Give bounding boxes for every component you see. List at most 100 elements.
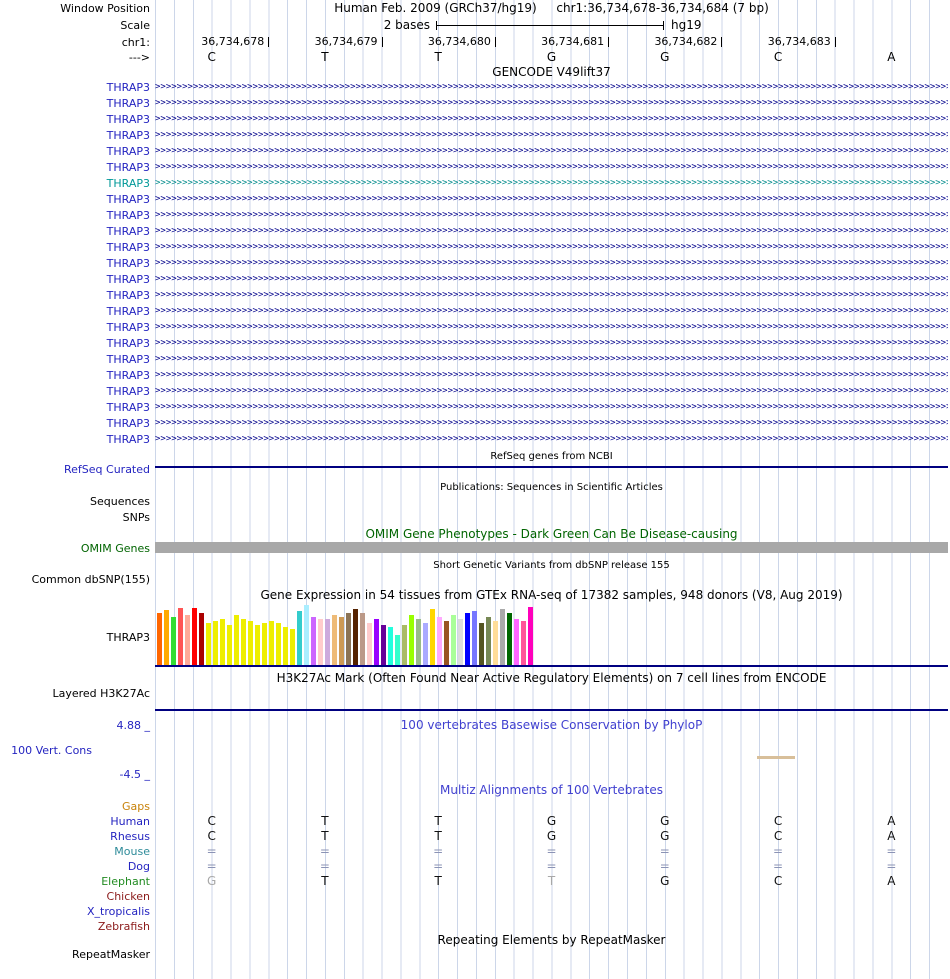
gtex-bar[interactable] [430,609,435,665]
gene-transcript[interactable]: >>>>>>>>>>>>>>>>>>>>>>>>>>>>>>>>>>>>>>>>… [155,162,948,172]
gtex-bar[interactable] [164,610,169,665]
gtex-bar[interactable] [255,625,260,665]
gtex-bar[interactable] [528,607,533,665]
gene-transcript[interactable]: >>>>>>>>>>>>>>>>>>>>>>>>>>>>>>>>>>>>>>>>… [155,274,948,284]
gtex-bar[interactable] [332,615,337,665]
gtex-bar[interactable] [248,621,253,665]
gtex-bar[interactable] [500,609,505,665]
gene-transcript[interactable]: >>>>>>>>>>>>>>>>>>>>>>>>>>>>>>>>>>>>>>>>… [155,290,948,300]
gtex-bar[interactable] [171,617,176,665]
gtex-bar[interactable] [269,621,274,665]
refseq-curated-item[interactable] [155,466,948,468]
gene-label[interactable]: THRAP3 [106,257,150,270]
gene-transcript[interactable]: >>>>>>>>>>>>>>>>>>>>>>>>>>>>>>>>>>>>>>>>… [155,82,948,92]
gtex-bar[interactable] [290,629,295,665]
gene-label[interactable]: THRAP3 [106,369,150,382]
gene-label[interactable]: THRAP3 [106,193,150,206]
gene-transcript[interactable]: >>>>>>>>>>>>>>>>>>>>>>>>>>>>>>>>>>>>>>>>… [155,338,948,348]
gtex-bar[interactable] [262,623,267,665]
gtex-bar[interactable] [493,621,498,665]
gtex-bar[interactable] [451,615,456,665]
gtex-bar[interactable] [479,623,484,665]
gtex-bar[interactable] [241,619,246,665]
gene-transcript[interactable]: >>>>>>>>>>>>>>>>>>>>>>>>>>>>>>>>>>>>>>>>… [155,370,948,380]
gene-label[interactable]: THRAP3 [106,97,150,110]
gtex-bar[interactable] [367,623,372,665]
gene-label[interactable]: THRAP3 [106,241,150,254]
gene-label[interactable]: THRAP3 [106,209,150,222]
gtex-bar[interactable] [472,611,477,665]
gtex-bar[interactable] [318,619,323,665]
track-label-common-dbsnp[interactable]: Common dbSNP(155) [31,573,150,586]
gene-label[interactable]: THRAP3 [106,305,150,318]
gene-label[interactable]: THRAP3 [106,321,150,334]
gtex-bar[interactable] [353,609,358,665]
gtex-bar[interactable] [521,621,526,665]
gtex-bar[interactable] [444,621,449,665]
track-label-repeatmasker[interactable]: RepeatMasker [72,948,150,961]
gtex-bar[interactable] [220,619,225,665]
gtex-bar[interactable] [234,615,239,665]
species-label[interactable]: X_tropicalis [86,905,150,918]
gene-label[interactable]: THRAP3 [106,161,150,174]
gtex-bar[interactable] [304,605,309,665]
gene-transcript[interactable]: >>>>>>>>>>>>>>>>>>>>>>>>>>>>>>>>>>>>>>>>… [155,402,948,412]
track-label-omim-genes[interactable]: OMIM Genes [80,542,150,555]
gtex-bar[interactable] [360,613,365,665]
gene-transcript[interactable]: >>>>>>>>>>>>>>>>>>>>>>>>>>>>>>>>>>>>>>>>… [155,130,948,140]
gene-transcript[interactable]: >>>>>>>>>>>>>>>>>>>>>>>>>>>>>>>>>>>>>>>>… [155,434,948,444]
gene-transcript[interactable]: >>>>>>>>>>>>>>>>>>>>>>>>>>>>>>>>>>>>>>>>… [155,322,948,332]
gene-transcript[interactable]: >>>>>>>>>>>>>>>>>>>>>>>>>>>>>>>>>>>>>>>>… [155,418,948,428]
gtex-bar[interactable] [325,619,330,665]
gene-transcript[interactable]: >>>>>>>>>>>>>>>>>>>>>>>>>>>>>>>>>>>>>>>>… [155,386,948,396]
gtex-bar[interactable] [395,635,400,665]
gene-label[interactable]: THRAP3 [106,433,150,446]
gene-label[interactable]: THRAP3 [106,289,150,302]
gtex-bar[interactable] [381,625,386,665]
gene-transcript[interactable]: >>>>>>>>>>>>>>>>>>>>>>>>>>>>>>>>>>>>>>>>… [155,194,948,204]
gene-label[interactable]: THRAP3 [106,129,150,142]
gtex-bar[interactable] [437,617,442,665]
gtex-bar[interactable] [402,625,407,665]
gtex-bar[interactable] [339,617,344,665]
gene-label[interactable]: THRAP3 [106,273,150,286]
gtex-bar[interactable] [311,617,316,665]
gtex-bar[interactable] [157,613,162,665]
gene-transcript[interactable]: >>>>>>>>>>>>>>>>>>>>>>>>>>>>>>>>>>>>>>>>… [155,226,948,236]
gtex-bar[interactable] [507,613,512,665]
gtex-bar[interactable] [423,623,428,665]
track-label-layered-h3k27ac[interactable]: Layered H3K27Ac [52,687,150,700]
gtex-bar[interactable] [388,627,393,665]
species-label[interactable]: Human [110,815,150,828]
species-label[interactable]: Chicken [106,890,150,903]
gtex-bar[interactable] [514,619,519,665]
gene-label[interactable]: THRAP3 [106,113,150,126]
species-label[interactable]: Rhesus [110,830,150,843]
gtex-bar[interactable] [192,608,197,665]
gene-transcript[interactable]: >>>>>>>>>>>>>>>>>>>>>>>>>>>>>>>>>>>>>>>>… [155,258,948,268]
species-label[interactable]: Gaps [122,800,150,813]
gene-label[interactable]: THRAP3 [106,145,150,158]
gene-label[interactable]: THRAP3 [106,417,150,430]
gene-label[interactable]: THRAP3 [106,401,150,414]
gtex-bar[interactable] [374,619,379,665]
species-label[interactable]: Zebrafish [97,920,150,933]
gene-transcript[interactable]: >>>>>>>>>>>>>>>>>>>>>>>>>>>>>>>>>>>>>>>>… [155,210,948,220]
track-label-gtex-thrap3[interactable]: THRAP3 [106,631,150,644]
gtex-bar[interactable] [297,611,302,665]
track-label-100-vert-cons[interactable]: 100 Vert. Cons [11,744,92,757]
gene-transcript[interactable]: >>>>>>>>>>>>>>>>>>>>>>>>>>>>>>>>>>>>>>>>… [155,114,948,124]
gene-transcript[interactable]: >>>>>>>>>>>>>>>>>>>>>>>>>>>>>>>>>>>>>>>>… [155,242,948,252]
gene-label[interactable]: THRAP3 [106,81,150,94]
gtex-bar[interactable] [465,613,470,665]
species-label[interactable]: Elephant [101,875,150,888]
gene-label[interactable]: THRAP3 [106,353,150,366]
gene-transcript[interactable]: >>>>>>>>>>>>>>>>>>>>>>>>>>>>>>>>>>>>>>>>… [155,98,948,108]
gtex-bar[interactable] [227,625,232,665]
gene-transcript[interactable]: >>>>>>>>>>>>>>>>>>>>>>>>>>>>>>>>>>>>>>>>… [155,354,948,364]
species-label[interactable]: Dog [127,860,150,873]
track-label-snps[interactable]: SNPs [122,511,150,524]
gtex-bar[interactable] [416,619,421,665]
gtex-bar[interactable] [199,613,204,665]
gene-transcript[interactable]: >>>>>>>>>>>>>>>>>>>>>>>>>>>>>>>>>>>>>>>>… [155,178,948,188]
